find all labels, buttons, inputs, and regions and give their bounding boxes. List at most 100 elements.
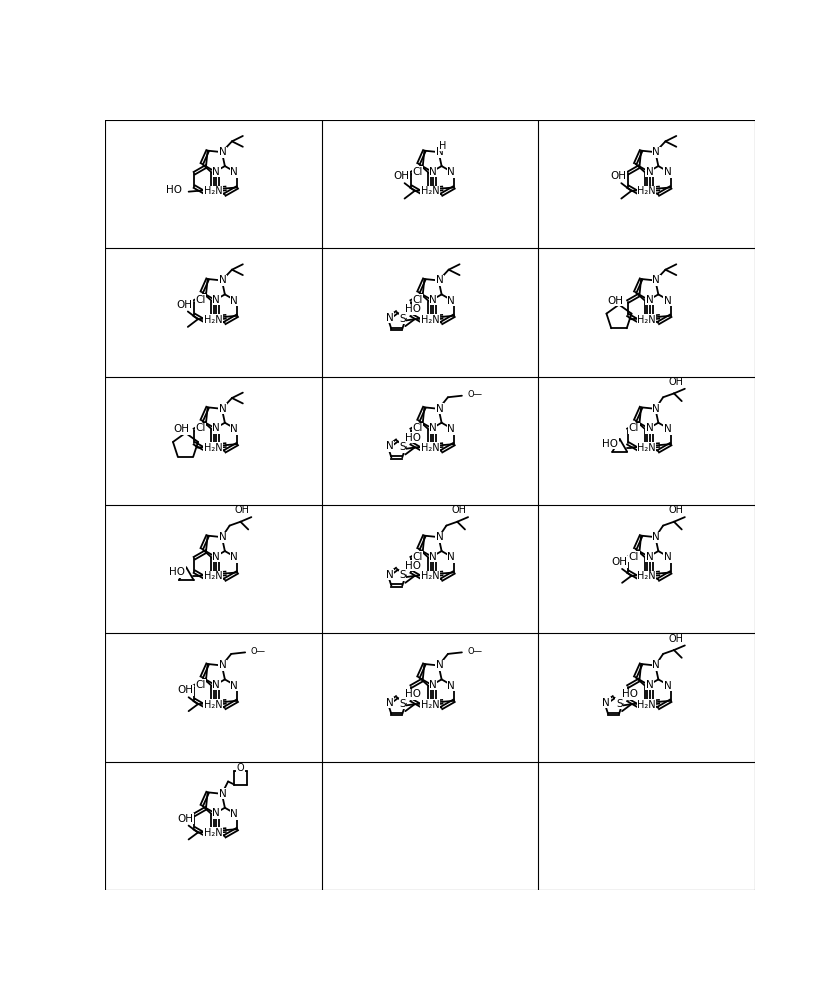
- Text: N: N: [652, 660, 660, 670]
- Text: N: N: [204, 444, 211, 454]
- Text: HO: HO: [165, 185, 182, 195]
- Text: Cl: Cl: [195, 680, 206, 690]
- Text: N: N: [435, 147, 443, 157]
- Text: N: N: [231, 809, 238, 819]
- Text: N: N: [420, 315, 428, 325]
- Text: N: N: [231, 681, 238, 691]
- Text: OH: OH: [177, 300, 193, 310]
- Text: N: N: [435, 532, 443, 542]
- Text: OH: OH: [668, 377, 683, 387]
- Text: HO: HO: [405, 433, 421, 443]
- Text: N: N: [212, 423, 220, 433]
- Text: N: N: [447, 424, 455, 434]
- Text: N: N: [646, 552, 654, 562]
- Text: OH: OH: [668, 505, 683, 515]
- Text: H₂N: H₂N: [204, 186, 222, 196]
- Text: N: N: [429, 680, 437, 690]
- Text: O—: O—: [251, 647, 266, 656]
- Text: N: N: [231, 552, 238, 562]
- Text: N: N: [219, 660, 227, 670]
- Text: N: N: [664, 552, 671, 562]
- Text: H: H: [439, 141, 446, 151]
- Text: N: N: [420, 572, 428, 582]
- Text: Cl: Cl: [629, 552, 639, 562]
- Text: H₂N: H₂N: [638, 186, 656, 196]
- Text: N: N: [219, 789, 227, 799]
- Text: N: N: [447, 296, 455, 306]
- Text: N: N: [429, 167, 437, 177]
- Text: OH: OH: [611, 557, 627, 567]
- Text: N: N: [386, 570, 393, 580]
- Text: N: N: [638, 444, 645, 454]
- Text: H₂N: H₂N: [420, 443, 440, 453]
- Text: N: N: [429, 552, 437, 562]
- Text: Cl: Cl: [629, 423, 639, 433]
- Text: N: N: [429, 295, 437, 305]
- Text: OH: OH: [235, 505, 249, 515]
- Text: H₂N: H₂N: [638, 571, 656, 581]
- Text: H₂N: H₂N: [638, 700, 656, 710]
- Text: H₂N: H₂N: [204, 315, 222, 325]
- Text: Cl: Cl: [412, 423, 423, 433]
- Text: Cl: Cl: [412, 295, 423, 305]
- Text: N: N: [638, 700, 645, 710]
- Text: N: N: [435, 404, 443, 414]
- Text: N: N: [204, 829, 211, 839]
- Text: N: N: [219, 147, 227, 157]
- Text: OH: OH: [178, 814, 194, 824]
- Text: H₂N: H₂N: [638, 315, 656, 325]
- Text: N: N: [664, 424, 671, 434]
- Text: S: S: [399, 314, 406, 324]
- Text: N: N: [652, 147, 660, 157]
- Text: N: N: [420, 187, 428, 197]
- Text: H₂N: H₂N: [204, 571, 222, 581]
- Text: HO: HO: [602, 439, 618, 449]
- Text: N: N: [652, 404, 660, 414]
- Text: OH: OH: [174, 424, 190, 434]
- Text: N: N: [646, 167, 654, 177]
- Text: N: N: [447, 552, 455, 562]
- Text: N: N: [212, 295, 220, 305]
- Text: N: N: [646, 295, 654, 305]
- Text: N: N: [435, 660, 443, 670]
- Text: H₂N: H₂N: [204, 700, 222, 710]
- Text: Cl: Cl: [195, 295, 206, 305]
- Text: N: N: [219, 532, 227, 542]
- Text: H₂N: H₂N: [204, 828, 222, 838]
- Text: N: N: [646, 680, 654, 690]
- Text: HO: HO: [169, 567, 185, 577]
- Text: N: N: [204, 187, 211, 197]
- Text: S: S: [399, 699, 406, 709]
- Text: H₂N: H₂N: [204, 443, 222, 453]
- Text: OH: OH: [607, 296, 623, 306]
- Text: O—: O—: [467, 390, 482, 399]
- Text: H₂N: H₂N: [638, 443, 656, 453]
- Text: N: N: [420, 700, 428, 710]
- Text: O—: O—: [467, 647, 482, 656]
- Text: OH: OH: [393, 171, 409, 181]
- Text: N: N: [231, 296, 238, 306]
- Text: OH: OH: [451, 505, 466, 515]
- Text: N: N: [204, 572, 211, 582]
- Text: N: N: [664, 296, 671, 306]
- Text: Cl: Cl: [412, 167, 423, 177]
- Text: N: N: [447, 681, 455, 691]
- Text: N: N: [219, 275, 227, 285]
- Text: N: N: [638, 187, 645, 197]
- Text: H₂N: H₂N: [420, 571, 440, 581]
- Text: N: N: [204, 315, 211, 325]
- Text: N: N: [386, 698, 393, 708]
- Text: HO: HO: [622, 689, 638, 699]
- Text: Cl: Cl: [195, 423, 206, 433]
- Text: N: N: [212, 680, 220, 690]
- Text: N: N: [435, 275, 443, 285]
- Text: S: S: [616, 699, 623, 709]
- Text: OH: OH: [610, 171, 626, 181]
- Text: OH: OH: [668, 634, 683, 644]
- Text: H₂N: H₂N: [420, 700, 440, 710]
- Text: N: N: [231, 424, 238, 434]
- Text: N: N: [219, 404, 227, 414]
- Text: N: N: [447, 167, 455, 177]
- Text: N: N: [386, 441, 393, 451]
- Text: Cl: Cl: [412, 552, 423, 562]
